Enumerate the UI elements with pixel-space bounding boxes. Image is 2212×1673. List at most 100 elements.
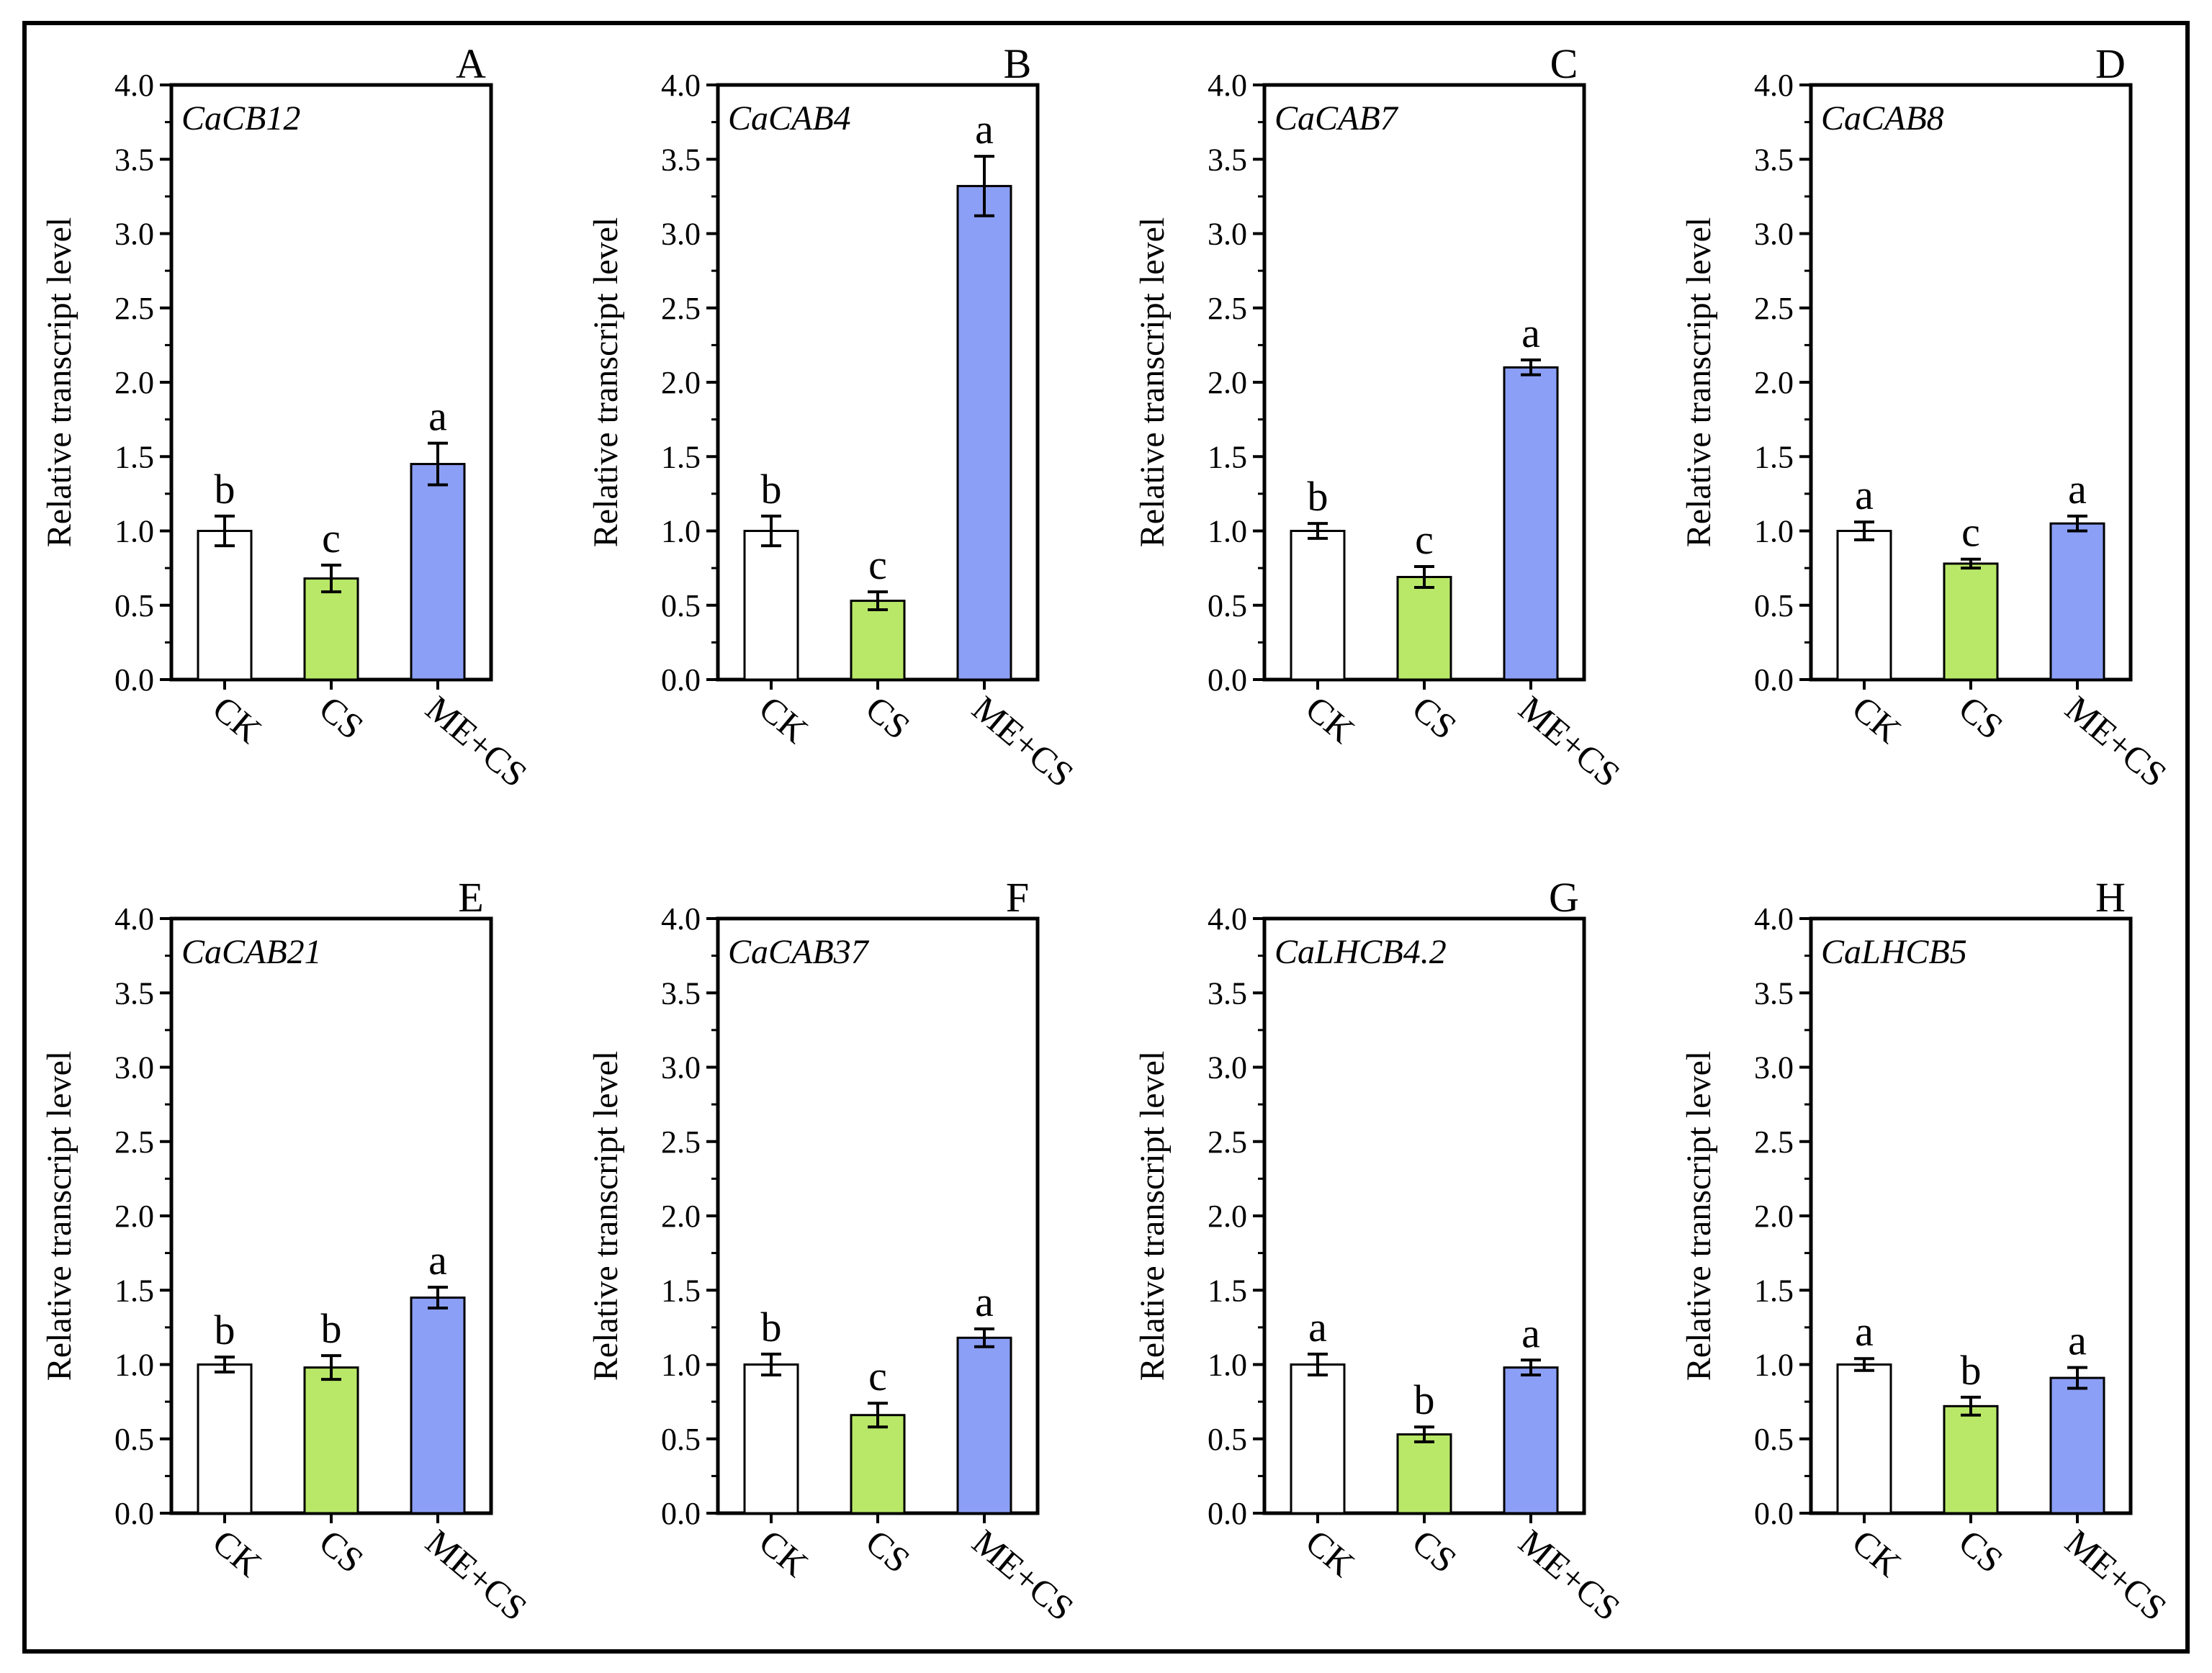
y-tick-label: 2.5 (1208, 291, 1247, 326)
y-tick-label: 2.0 (1754, 365, 1794, 400)
y-tick-label: 3.0 (661, 1050, 701, 1086)
bar-me-cs (1503, 366, 1559, 681)
y-tick-label: 1.0 (114, 1348, 154, 1383)
y-tick-label: 3.0 (114, 217, 154, 252)
y-tick-label: 3.5 (1754, 142, 1794, 177)
y-tick-label: 2.5 (661, 1124, 701, 1160)
y-tick-label: 3.5 (1208, 975, 1247, 1011)
bar-me-cs (956, 184, 1012, 681)
bar-cs (1396, 1433, 1452, 1515)
y-tick-label: 0.5 (114, 1422, 154, 1457)
bar-cs (303, 1366, 359, 1515)
y-tick-label: 3.5 (1754, 975, 1794, 1011)
y-tick-label: 1.0 (661, 1348, 701, 1383)
y-tick-label: 4.0 (1208, 901, 1247, 937)
significance-letter: a (1855, 1308, 1874, 1355)
y-tick-label: 3.5 (114, 975, 154, 1011)
significance-letter: b (215, 1307, 235, 1353)
gene-title: CaCAB8 (1821, 99, 1944, 137)
bar-ck (743, 530, 799, 681)
y-tick-label: 1.5 (114, 439, 154, 474)
y-tick-label: 2.0 (661, 1199, 701, 1234)
y-tick-label: 1.0 (661, 514, 701, 549)
y-tick-label: 4.0 (1208, 68, 1247, 103)
figure-border (22, 21, 2190, 1654)
y-tick-label: 0.5 (114, 588, 154, 623)
significance-letter: c (322, 515, 341, 562)
y-axis-label: Relative transcript level (1680, 1051, 1718, 1381)
bar-me-cs (2049, 1376, 2105, 1515)
significance-letter: b (1961, 1347, 1982, 1394)
significance-letter: a (428, 393, 447, 440)
bar-ck (1836, 1363, 1892, 1515)
significance-letter: b (761, 1304, 782, 1350)
y-tick-label: 3.0 (1208, 1050, 1247, 1086)
gene-title: CaCAB37 (728, 933, 870, 971)
significance-letter: b (761, 466, 782, 513)
y-tick-label: 4.0 (1754, 901, 1794, 937)
y-tick-label: 0.0 (1208, 662, 1247, 698)
y-tick-label: 3.0 (1754, 217, 1794, 252)
y-tick-label: 1.5 (1208, 439, 1247, 474)
y-tick-label: 1.0 (1208, 1348, 1247, 1383)
y-tick-label: 2.5 (1754, 1124, 1794, 1160)
y-tick-label: 3.5 (661, 142, 701, 177)
bar-ck (1836, 530, 1892, 681)
y-tick-label: 1.0 (1754, 1348, 1794, 1383)
y-tick-label: 1.5 (114, 1273, 154, 1308)
y-tick-label: 1.5 (661, 1273, 701, 1308)
y-tick-label: 2.5 (1754, 291, 1794, 326)
y-axis-label: Relative transcript level (587, 1051, 625, 1381)
y-tick-label: 1.0 (1754, 514, 1794, 549)
y-tick-label: 3.5 (661, 975, 701, 1011)
significance-letter: b (215, 466, 235, 513)
y-tick-label: 0.0 (661, 1496, 701, 1531)
y-tick-label: 0.5 (1754, 1422, 1794, 1457)
y-tick-label: 3.5 (114, 142, 154, 177)
panel-letter: B (1004, 40, 1032, 87)
significance-letter: c (868, 541, 887, 588)
gene-title: CaCAB7 (1274, 99, 1399, 137)
y-tick-label: 2.5 (661, 291, 701, 326)
significance-letter: a (1521, 1309, 1540, 1356)
gene-title: CaCB12 (181, 99, 300, 137)
y-tick-label: 2.0 (114, 1199, 154, 1234)
significance-letter: a (2068, 1317, 2087, 1364)
significance-letter: a (975, 106, 994, 153)
y-tick-label: 2.0 (1754, 1199, 1794, 1234)
bar-me-cs (956, 1336, 1012, 1515)
gene-title: CaLHCB4.2 (1274, 933, 1447, 971)
significance-letter: c (1961, 509, 1980, 556)
y-tick-label: 4.0 (114, 68, 154, 103)
y-tick-label: 1.5 (1754, 439, 1794, 474)
y-tick-label: 1.5 (661, 439, 701, 474)
y-tick-label: 2.5 (1208, 1124, 1247, 1160)
y-tick-label: 1.0 (114, 514, 154, 549)
bar-me-cs (410, 463, 466, 681)
bar-cs (850, 1414, 906, 1515)
y-tick-label: 2.5 (114, 291, 154, 326)
y-tick-label: 3.5 (1208, 142, 1247, 177)
y-tick-label: 0.0 (1208, 1496, 1247, 1531)
bar-cs (1943, 1404, 1999, 1515)
y-tick-label: 4.0 (114, 901, 154, 937)
y-tick-label: 1.5 (1754, 1273, 1794, 1308)
significance-letter: b (1414, 1376, 1435, 1423)
bar-cs (1396, 576, 1452, 681)
bar-me-cs (410, 1297, 466, 1515)
bar-me-cs (2049, 522, 2105, 681)
gene-title: CaCAB4 (728, 99, 851, 137)
chart-panel-b: 0.0 0.5 1.0 1.5 2.0 2.5 3.0 3.5 4.0 Relative tran… (587, 40, 1082, 795)
y-tick-label: 0.0 (114, 662, 154, 698)
significance-letter: a (428, 1237, 447, 1284)
y-tick-label: 4.0 (1754, 68, 1794, 103)
panel-letter: E (458, 874, 483, 921)
panel-letter: G (1549, 874, 1579, 921)
panel-letter: C (1550, 40, 1578, 87)
panel-letter: H (2095, 874, 2126, 921)
bar-cs (1943, 562, 1999, 681)
y-axis-label: Relative transcript level (1680, 217, 1718, 547)
bar-ck (197, 1363, 253, 1515)
y-tick-label: 0.5 (1754, 588, 1794, 623)
